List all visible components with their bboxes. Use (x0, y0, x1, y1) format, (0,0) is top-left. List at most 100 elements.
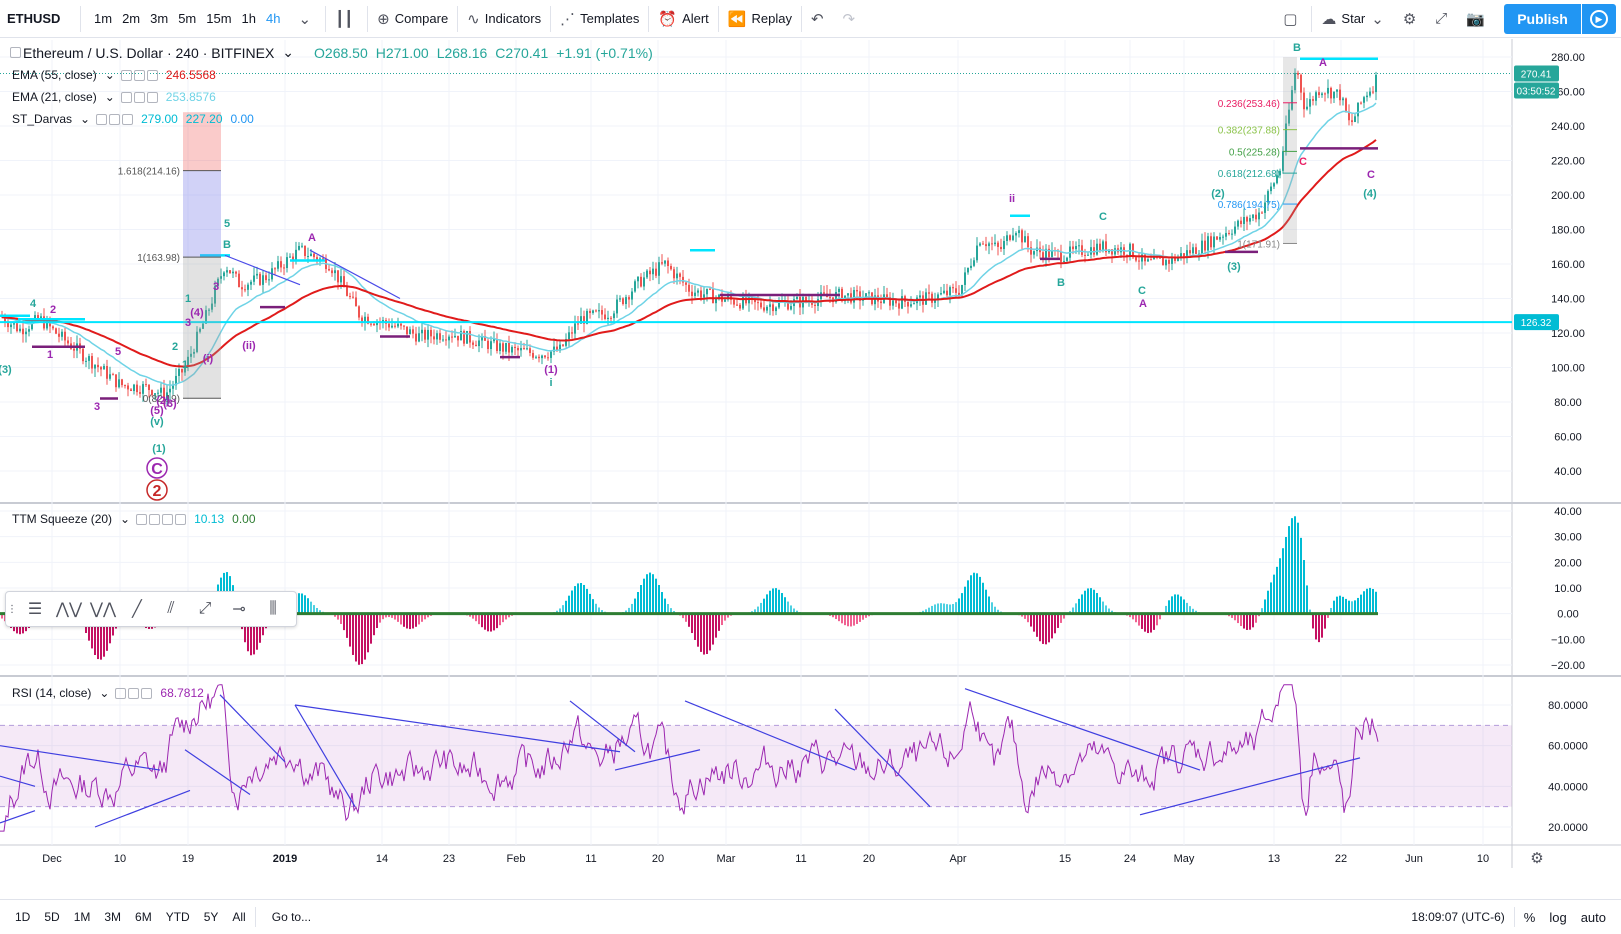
range-5d[interactable]: 5D (44, 910, 60, 924)
ttm-bar (865, 613, 867, 618)
ttm-bar (337, 613, 339, 620)
range-5y[interactable]: 5Y (203, 910, 219, 924)
layout-button[interactable]: ▢ (1276, 0, 1309, 38)
chart-type-button[interactable]: ┃┃ (328, 0, 365, 38)
fib-tool-icon[interactable]: ☰ (27, 601, 43, 618)
abc-wave-icon[interactable]: ⋁⋀ (89, 601, 117, 618)
symbol-search[interactable]: ETHUSD (7, 11, 61, 26)
candle-body (1324, 93, 1326, 95)
candle-body (205, 310, 207, 324)
ttm-legend[interactable]: TTM Squeeze (20) ⌄ 10.13 0.00 (12, 512, 256, 526)
ttm-bar (1033, 613, 1035, 632)
candle-body (28, 329, 30, 332)
timeframe-2m[interactable]: 2m (122, 11, 141, 26)
ttm-bar (988, 596, 990, 614)
elliott-wave-icon[interactable]: ⋀⋁ (55, 601, 83, 618)
ttm-bar (1273, 574, 1275, 614)
undo-button[interactable]: ↶ (804, 0, 836, 38)
auto-toggle[interactable]: auto (1580, 909, 1606, 925)
candle-body (643, 277, 645, 287)
darvas-legend[interactable]: ST_Darvas ⌄ 279.00 227.20 0.00 (12, 112, 254, 126)
chart-canvas[interactable]: 280.00260.00240.00220.00200.00180.00160.… (0, 39, 1621, 899)
ttm-bar (1141, 613, 1143, 629)
rsi-trendline (184, 749, 251, 795)
range-6m[interactable]: 6M (135, 910, 152, 924)
range-1m[interactable]: 1M (73, 910, 91, 924)
timeframe-1h[interactable]: 1h (241, 11, 257, 26)
tf-dropdown[interactable]: ⌄ (291, 0, 323, 38)
candle-body (436, 333, 438, 340)
candle-body (112, 374, 114, 376)
candle-body (286, 257, 288, 269)
settings-button[interactable]: ⚙ (1396, 0, 1428, 38)
star-button[interactable]: ☁ Star ⌄ (1314, 0, 1395, 38)
candle-body (541, 355, 543, 359)
price-tick-label: 220.00 (1551, 156, 1585, 168)
candle-body (988, 243, 990, 247)
rsi-tick-label: 20.0000 (1548, 822, 1588, 834)
candle-body (331, 270, 333, 274)
indicators-button[interactable]: ∿ Indicators (460, 0, 548, 38)
ttm-bar (1093, 589, 1095, 614)
candle-body (289, 256, 291, 258)
ttm-bar (355, 613, 357, 662)
range-3m[interactable]: 3M (104, 910, 122, 924)
pitchfork-icon[interactable]: ⫽ (167, 600, 175, 617)
candle-body (637, 276, 639, 282)
alert-button[interactable]: ⏰ Alert (651, 0, 715, 38)
compare-button[interactable]: ⊕ Compare (370, 0, 455, 38)
candle-body (1003, 240, 1005, 250)
clock-display[interactable]: 18:09:07 (UTC-6) (1411, 910, 1505, 924)
candle-body (682, 276, 684, 283)
symbol-title[interactable]: Ethereum / U.S. Dollar · 240 · BITFINEX (23, 44, 275, 61)
candle-body (40, 316, 42, 320)
candle-body (856, 290, 858, 292)
timeframe-1m[interactable]: 1m (94, 11, 113, 26)
candle-body (886, 294, 888, 298)
trendline-icon[interactable]: ╱ (132, 601, 142, 618)
chevron-down-icon: ⌄ (298, 10, 312, 28)
range-1d[interactable]: 1D (15, 910, 31, 924)
ema55-legend[interactable]: EMA (55, close) ⌄ 246.5568 (12, 68, 216, 82)
candle-body (1174, 256, 1176, 261)
replay-button[interactable]: ⏪ Replay (721, 0, 799, 38)
ttm-v2: 0.00 (232, 512, 256, 526)
publish-button[interactable]: Publish (1504, 4, 1581, 34)
ray-icon[interactable]: ⤢ (198, 600, 212, 617)
wave-label: (5) (150, 405, 164, 417)
candle-body (985, 244, 987, 247)
ttm-bar (970, 575, 972, 614)
candle-body (391, 325, 393, 328)
ttm-bar (88, 613, 90, 641)
range-ytd[interactable]: YTD (165, 910, 190, 924)
ema21-legend[interactable]: EMA (21, close) ⌄ 253.8576 (12, 90, 216, 104)
range-all[interactable]: All (232, 910, 246, 924)
collapse-icon[interactable] (10, 47, 21, 58)
fib-label: 0.618(212.68) (1218, 169, 1280, 180)
snapshot-button[interactable]: 📷 (1459, 0, 1497, 38)
publish-arrow-button[interactable]: ▶ (1582, 4, 1616, 34)
timeframe-4h[interactable]: 4h (266, 11, 281, 26)
candle-body (679, 273, 681, 277)
timeframe-15m[interactable]: 15m (206, 11, 232, 26)
candle-body (31, 320, 33, 330)
candle-body (688, 284, 690, 292)
drag-handle-icon[interactable]: ⋮ (7, 603, 17, 615)
timeframe-5m[interactable]: 5m (178, 11, 197, 26)
hline-icon[interactable]: ⊸ (232, 601, 246, 618)
percent-toggle[interactable]: % (1523, 909, 1536, 925)
log-toggle[interactable]: log (1549, 909, 1567, 925)
ttm-bar (334, 613, 336, 617)
redo-button[interactable]: ↷ (836, 0, 868, 38)
ttm-bar (790, 605, 792, 614)
fullscreen-button[interactable]: ⤢ (1428, 0, 1459, 38)
fib-label: 1(171.91) (1237, 239, 1280, 250)
candle-body (61, 331, 63, 337)
templates-button[interactable]: ⋰ Templates (553, 0, 646, 38)
goto-button[interactable]: Go to... (271, 910, 312, 924)
settings-bars-icon[interactable]: ⫼ (269, 600, 277, 617)
timeframe-3m[interactable]: 3m (150, 11, 169, 26)
candle-body (52, 326, 54, 329)
wave-label: A (308, 232, 316, 244)
rsi-legend[interactable]: RSI (14, close) ⌄ 68.7812 (12, 686, 204, 700)
